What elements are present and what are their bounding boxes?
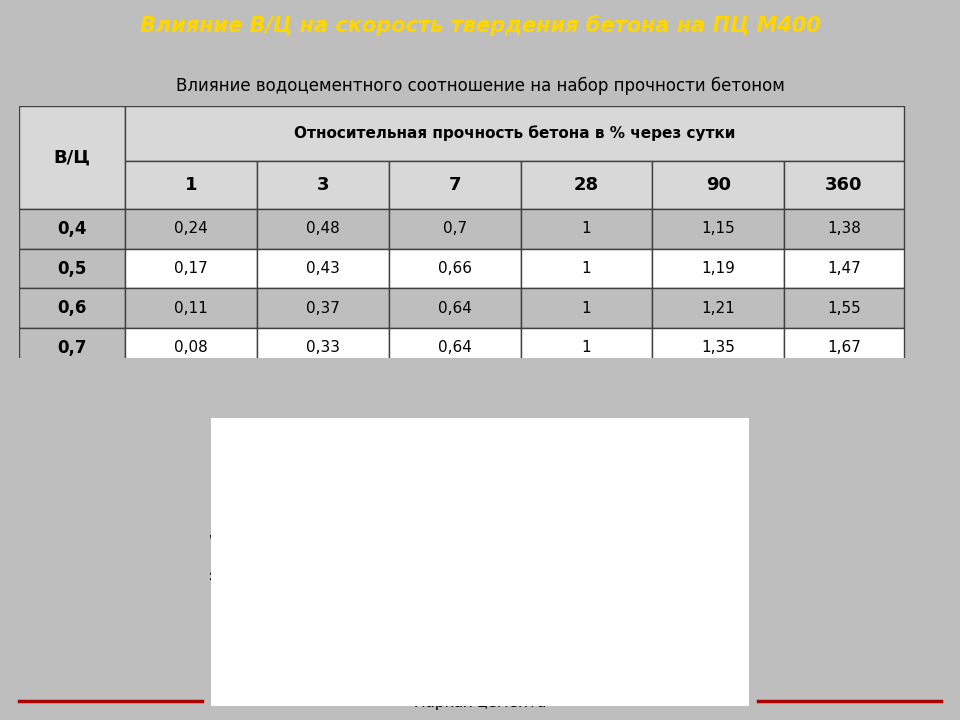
Text: Влияние водоцементного соотношение на набор прочности бетоном: Влияние водоцементного соотношение на на… (176, 76, 784, 95)
Bar (520, 328, 653, 367)
Text: 1,55: 1,55 (828, 300, 861, 315)
Text: $R_ц$=600: $R_ц$=600 (442, 481, 486, 512)
Text: 0,17: 0,17 (174, 261, 208, 276)
Bar (389, 328, 520, 367)
Bar (257, 288, 389, 328)
Bar (125, 106, 904, 161)
Bar (389, 209, 520, 248)
Bar (257, 248, 389, 288)
Bar (19, 288, 125, 328)
Text: 1: 1 (582, 340, 591, 355)
Bar (19, 106, 125, 209)
Text: 0,24: 0,24 (174, 222, 208, 236)
Text: 500: 500 (687, 505, 707, 516)
Text: 0,37: 0,37 (306, 300, 340, 315)
Text: 1,35: 1,35 (702, 340, 735, 355)
Bar (257, 209, 389, 248)
Text: 90: 90 (706, 176, 731, 194)
Text: В/Ц: В/Ц (54, 148, 90, 166)
Text: 300: 300 (687, 561, 707, 571)
Text: 0,5: 0,5 (58, 259, 86, 277)
Bar (257, 328, 389, 367)
Text: 1: 1 (582, 261, 591, 276)
Bar (653, 161, 784, 209)
Bar (653, 328, 784, 367)
Bar (257, 161, 389, 209)
Text: 1: 1 (582, 222, 591, 236)
Text: Относительная прочность бетона в % через сутки: Относительная прочность бетона в % через… (294, 126, 735, 141)
Bar (125, 328, 257, 367)
Text: 0,4: 0,4 (58, 220, 87, 238)
Bar (784, 209, 904, 248)
Bar (520, 209, 653, 248)
Bar (125, 288, 257, 328)
Bar (784, 248, 904, 288)
Text: 1: 1 (185, 176, 198, 194)
Bar (520, 288, 653, 328)
Text: 0,11: 0,11 (174, 300, 208, 315)
Text: 400: 400 (687, 537, 707, 547)
Text: 0,33: 0,33 (306, 340, 340, 355)
Text: 1,47: 1,47 (828, 261, 861, 276)
Bar (125, 209, 257, 248)
Text: 550: 550 (687, 472, 707, 482)
Bar (653, 288, 784, 328)
Text: Влияние В/Ц на скорость твердения бетона на ПЦ М400: Влияние В/Ц на скорость твердения бетона… (139, 15, 821, 37)
Text: 0,08: 0,08 (174, 340, 208, 355)
Bar (784, 161, 904, 209)
Bar (784, 328, 904, 367)
Y-axis label: Марка бетона: Марка бетона (211, 499, 221, 581)
Text: 0,6: 0,6 (58, 299, 86, 317)
Text: 1,38: 1,38 (828, 222, 861, 236)
Text: 0,66: 0,66 (438, 261, 471, 276)
Bar (520, 248, 653, 288)
Text: 0,7: 0,7 (443, 222, 467, 236)
Text: 0,43: 0,43 (306, 261, 340, 276)
Text: 1,15: 1,15 (702, 222, 735, 236)
Text: 0,7: 0,7 (58, 338, 87, 356)
Text: 7: 7 (448, 176, 461, 194)
Text: 550: 550 (687, 487, 707, 498)
Text: 360: 360 (826, 176, 863, 194)
Text: 0,64: 0,64 (438, 300, 471, 315)
Text: 1,19: 1,19 (702, 261, 735, 276)
Text: 28: 28 (574, 176, 599, 194)
Bar (389, 288, 520, 328)
Bar (19, 209, 125, 248)
Bar (19, 328, 125, 367)
Text: Рис.        Зависимость прочности
тяжелого бетона от Ц/В при разных
марках цемен: Рис. Зависимость прочности тяжелого бето… (333, 659, 627, 710)
Text: 0,48: 0,48 (306, 222, 340, 236)
Text: 0,64: 0,64 (438, 340, 471, 355)
Bar (520, 161, 653, 209)
Text: 1,67: 1,67 (828, 340, 861, 355)
Text: 1: 1 (582, 300, 591, 315)
Bar (125, 161, 257, 209)
Bar (784, 288, 904, 328)
Bar (389, 248, 520, 288)
Text: 3: 3 (317, 176, 329, 194)
Polygon shape (308, 621, 323, 630)
Text: 1,21: 1,21 (702, 300, 735, 315)
X-axis label: Цементно–водное отношение: Цементно–водное отношение (397, 650, 572, 660)
Bar (19, 248, 125, 288)
Bar (389, 161, 520, 209)
Bar (653, 248, 784, 288)
Bar (653, 209, 784, 248)
Bar (125, 248, 257, 288)
